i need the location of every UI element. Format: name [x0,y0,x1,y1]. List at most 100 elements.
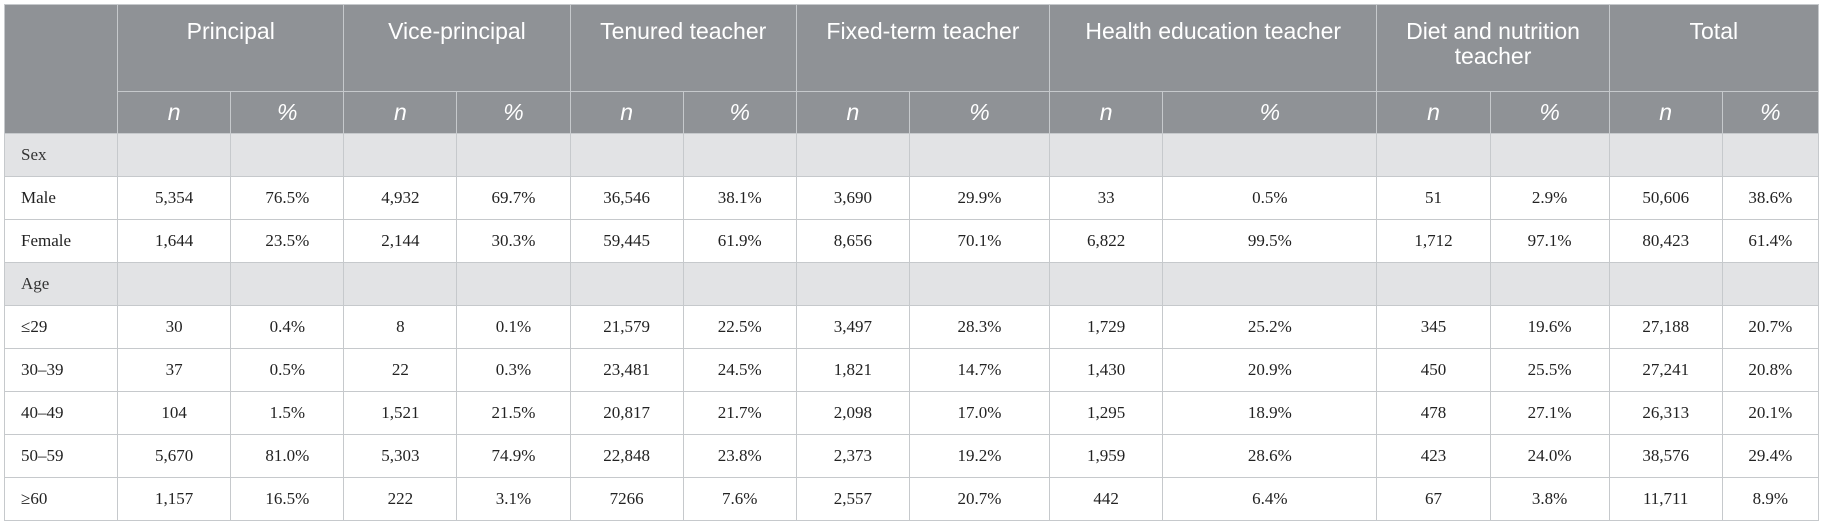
percent-cell: 61.9% [682,219,797,263]
count-cell: 104 [117,391,232,435]
count-cell: 27,188 [1608,305,1723,349]
count-cell: 2,373 [795,434,910,478]
percent-cell: 81.0% [230,434,345,478]
count-cell: 37 [117,348,232,392]
count-cell: 3,497 [795,305,910,349]
count-cell: 8 [343,305,458,349]
table-row: Male 5,354 76.5% 4,932 69.7% 36,546 38.1% 3,690… [3,176,1820,220]
count-cell: 3,690 [795,176,910,220]
percent-cell: 3.8% [1489,477,1610,521]
column-group-header: Vice-principal [343,4,571,92]
section-empty-cell [1721,133,1820,177]
percent-cell: 69.7% [456,176,571,220]
section-empty-cell [1376,262,1491,306]
count-cell: 1,821 [795,348,910,392]
row-label: Female [3,219,119,263]
percent-cell: 19.6% [1489,305,1610,349]
section-empty-cell [682,262,797,306]
count-cell: 30 [117,305,232,349]
section-empty-cell [1049,262,1164,306]
section-empty-cell [569,133,684,177]
column-group-header: Principal [117,4,345,92]
table-row: ≤29 30 0.4% 8 0.1% 21,579 22.5% 3,497 28.3% 1,729… [3,305,1820,349]
section-label: Age [3,262,119,306]
section-empty-cell [230,133,345,177]
percent-cell: 74.9% [456,434,571,478]
count-cell: 6,822 [1049,219,1164,263]
section-empty-cell [1049,133,1164,177]
percent-cell: 20.7% [908,477,1051,521]
section-empty-cell [117,133,232,177]
count-cell: 442 [1049,477,1164,521]
table-row: 40–49 104 1.5% 1,521 21.5% 20,817 21.7% 2,098 17… [3,391,1820,435]
count-cell: 1,644 [117,219,232,263]
percent-cell: 2.9% [1489,176,1610,220]
count-cell: 1,521 [343,391,458,435]
section-empty-cell [456,262,571,306]
header-corner-cell [3,4,119,134]
count-cell: 1,712 [1376,219,1491,263]
section-empty-cell [456,133,571,177]
section-empty-cell [1376,133,1491,177]
count-column-header: n [569,91,684,134]
count-cell: 22,848 [569,434,684,478]
header-row-groups: Principal Vice-principal Tenured teacher Fi… [3,4,1820,134]
header-row-subcolumns: n% n% n% n% n% n% n% [5,91,1820,134]
count-cell: 59,445 [569,219,684,263]
percent-cell: 24.5% [682,348,797,392]
count-cell: 5,303 [343,434,458,478]
percent-column-header: % [1489,91,1610,134]
percent-cell: 18.9% [1162,391,1378,435]
table-row: ≥60 1,157 16.5% 222 3.1% 7266 7.6% 2,557 20.7% 44… [3,477,1820,521]
count-cell: 67 [1376,477,1491,521]
section-empty-cell [1162,133,1378,177]
column-group-header: Diet and nutrition teacher [1376,4,1610,92]
percent-cell: 23.5% [230,219,345,263]
count-cell: 4,932 [343,176,458,220]
percent-cell: 0.1% [456,305,571,349]
count-cell: 23,481 [569,348,684,392]
column-group-header: Tenured teacher [569,4,797,92]
count-cell: 11,711 [1608,477,1723,521]
percent-cell: 22.5% [682,305,797,349]
count-cell: 2,557 [795,477,910,521]
percent-cell: 97.1% [1489,219,1610,263]
row-label: Male [3,176,119,220]
section-empty-cell [1608,262,1723,306]
percent-cell: 38.6% [1721,176,1820,220]
section-empty-cell [1721,262,1820,306]
percent-cell: 0.5% [1162,176,1378,220]
section-empty-cell [682,133,797,177]
count-cell: 51 [1376,176,1491,220]
count-column-header: n [1049,91,1164,134]
percent-cell: 25.5% [1489,348,1610,392]
count-column-header: n [795,91,910,134]
count-cell: 27,241 [1608,348,1723,392]
count-cell: 423 [1376,434,1491,478]
percent-cell: 61.4% [1721,219,1820,263]
percent-cell: 19.2% [908,434,1051,478]
count-cell: 1,295 [1049,391,1164,435]
table-row: 50–59 5,670 81.0% 5,303 74.9% 22,848 23.8% 2,37… [3,434,1820,478]
count-cell: 478 [1376,391,1491,435]
section-row: Age [3,262,1820,306]
count-cell: 26,313 [1608,391,1723,435]
section-empty-cell [795,262,910,306]
percent-cell: 70.1% [908,219,1051,263]
percent-column-header: % [456,91,571,134]
percent-cell: 99.5% [1162,219,1378,263]
percent-cell: 0.4% [230,305,345,349]
count-cell: 345 [1376,305,1491,349]
count-cell: 1,959 [1049,434,1164,478]
percent-cell: 28.3% [908,305,1051,349]
section-empty-cell [1608,133,1723,177]
row-label: 50–59 [3,434,119,478]
row-label: ≤29 [3,305,119,349]
percent-cell: 20.7% [1721,305,1820,349]
percent-cell: 7.6% [682,477,797,521]
count-cell: 5,354 [117,176,232,220]
section-empty-cell [343,262,458,306]
percent-cell: 20.8% [1721,348,1820,392]
percent-cell: 20.9% [1162,348,1378,392]
percent-cell: 23.8% [682,434,797,478]
